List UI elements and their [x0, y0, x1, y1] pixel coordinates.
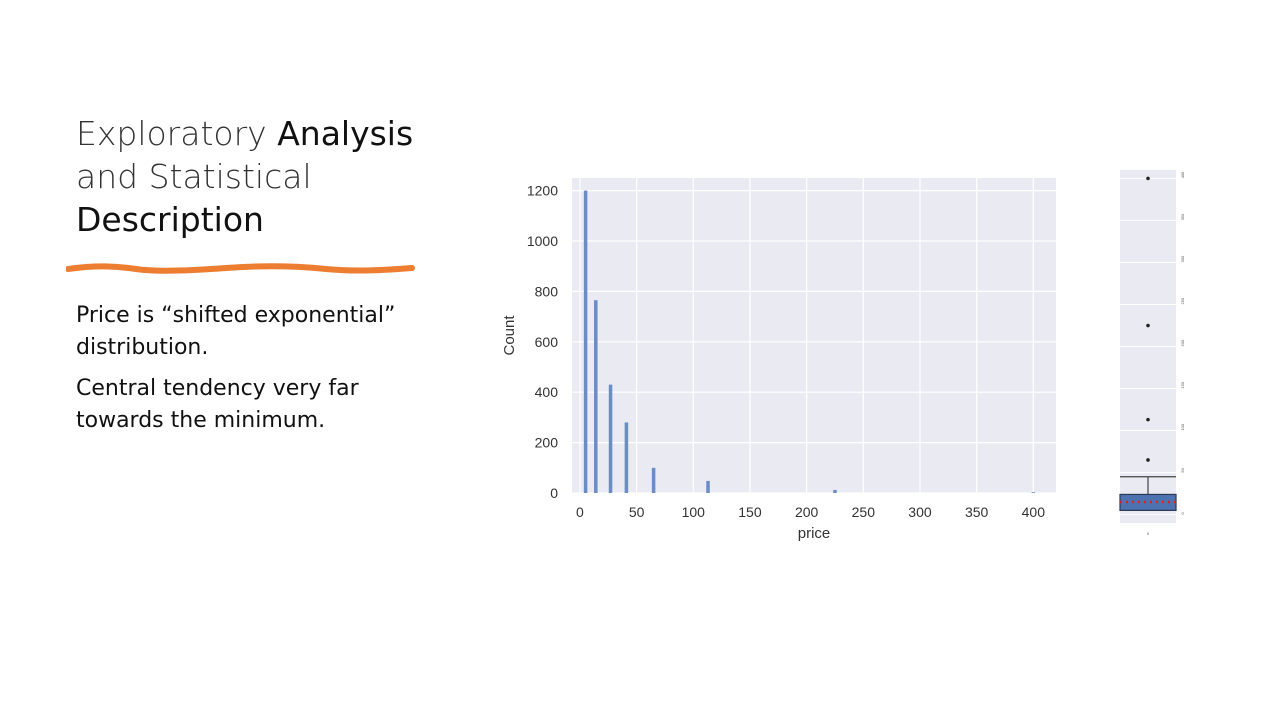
- title-part-2: Analysis: [277, 114, 414, 153]
- title-part-3: and Statistical: [76, 157, 312, 196]
- histogram-bar: [706, 480, 710, 493]
- y-tick-label: 600: [535, 334, 559, 350]
- plot-background: [572, 178, 1056, 493]
- histogram-bar: [651, 467, 656, 493]
- y-tick-label: 400: [535, 384, 559, 400]
- box-y-tick-label: 350: [1180, 213, 1185, 220]
- slide-body: Price is “shifted exponential” distribut…: [76, 300, 416, 446]
- price-histogram: 0 50 100 150 200 250 300 350 400 0 200 400 600 800 100…: [501, 178, 1056, 542]
- box-y-tick-label: 50: [1180, 467, 1185, 472]
- x-tick-label: 300: [908, 504, 932, 520]
- box-y-tick-label: 200: [1180, 339, 1185, 346]
- x-tick-label: 200: [795, 504, 819, 520]
- box-y-tick-label: 100: [1180, 423, 1185, 430]
- y-tick-label: 800: [535, 283, 559, 299]
- title-part-1: Exploratory: [76, 114, 278, 153]
- x-tick-label: 400: [1022, 504, 1046, 520]
- histogram-bar: [833, 489, 837, 493]
- bullet-1: Price is “shifted exponential” distribut…: [76, 303, 396, 360]
- box-y-tick-label: 150: [1180, 381, 1185, 388]
- histogram-bar: [608, 384, 613, 493]
- price-boxplot: 0 50 100 150 200 250 300 350 400 0: [1119, 170, 1185, 536]
- x-tick-label: 50: [629, 504, 645, 520]
- histogram-bar: [583, 190, 588, 493]
- bullet-2: Central tendency very far towards the mi…: [76, 376, 359, 433]
- x-tick-label: 250: [852, 504, 876, 520]
- x-tick-label: 0: [576, 504, 584, 520]
- y-axis-label: Count: [501, 315, 518, 356]
- y-tick-label: 0: [550, 485, 558, 501]
- x-axis-label: price: [798, 525, 831, 542]
- y-tick-label: 1200: [527, 183, 558, 199]
- box-y-tick-label: 400: [1180, 171, 1185, 178]
- y-tick-label: 200: [535, 435, 559, 451]
- x-tick-label: 150: [738, 504, 762, 520]
- x-tick-label: 350: [965, 504, 989, 520]
- box-y-tick-label: 250: [1180, 297, 1185, 304]
- box-iqr: [1119, 493, 1177, 511]
- title-part-4: Description: [76, 200, 264, 239]
- accent-underline: [66, 263, 415, 274]
- slide-title: Exploratory Analysis and Statistical Des…: [76, 112, 436, 241]
- outlier-point: [1146, 417, 1150, 422]
- histogram-bar: [624, 422, 629, 493]
- box-y-tick-label: 300: [1180, 255, 1185, 262]
- box-y-tick-label: 0: [1180, 512, 1185, 515]
- outlier-point: [1146, 176, 1150, 181]
- x-tick-label: 100: [682, 504, 706, 520]
- histogram-bar: [594, 300, 598, 493]
- box-x-tick-label: 0: [1147, 531, 1150, 536]
- y-tick-label: 1000: [527, 233, 558, 249]
- histogram-bar: [1031, 492, 1036, 493]
- outlier-point: [1146, 458, 1150, 462]
- outlier-point: [1146, 323, 1150, 328]
